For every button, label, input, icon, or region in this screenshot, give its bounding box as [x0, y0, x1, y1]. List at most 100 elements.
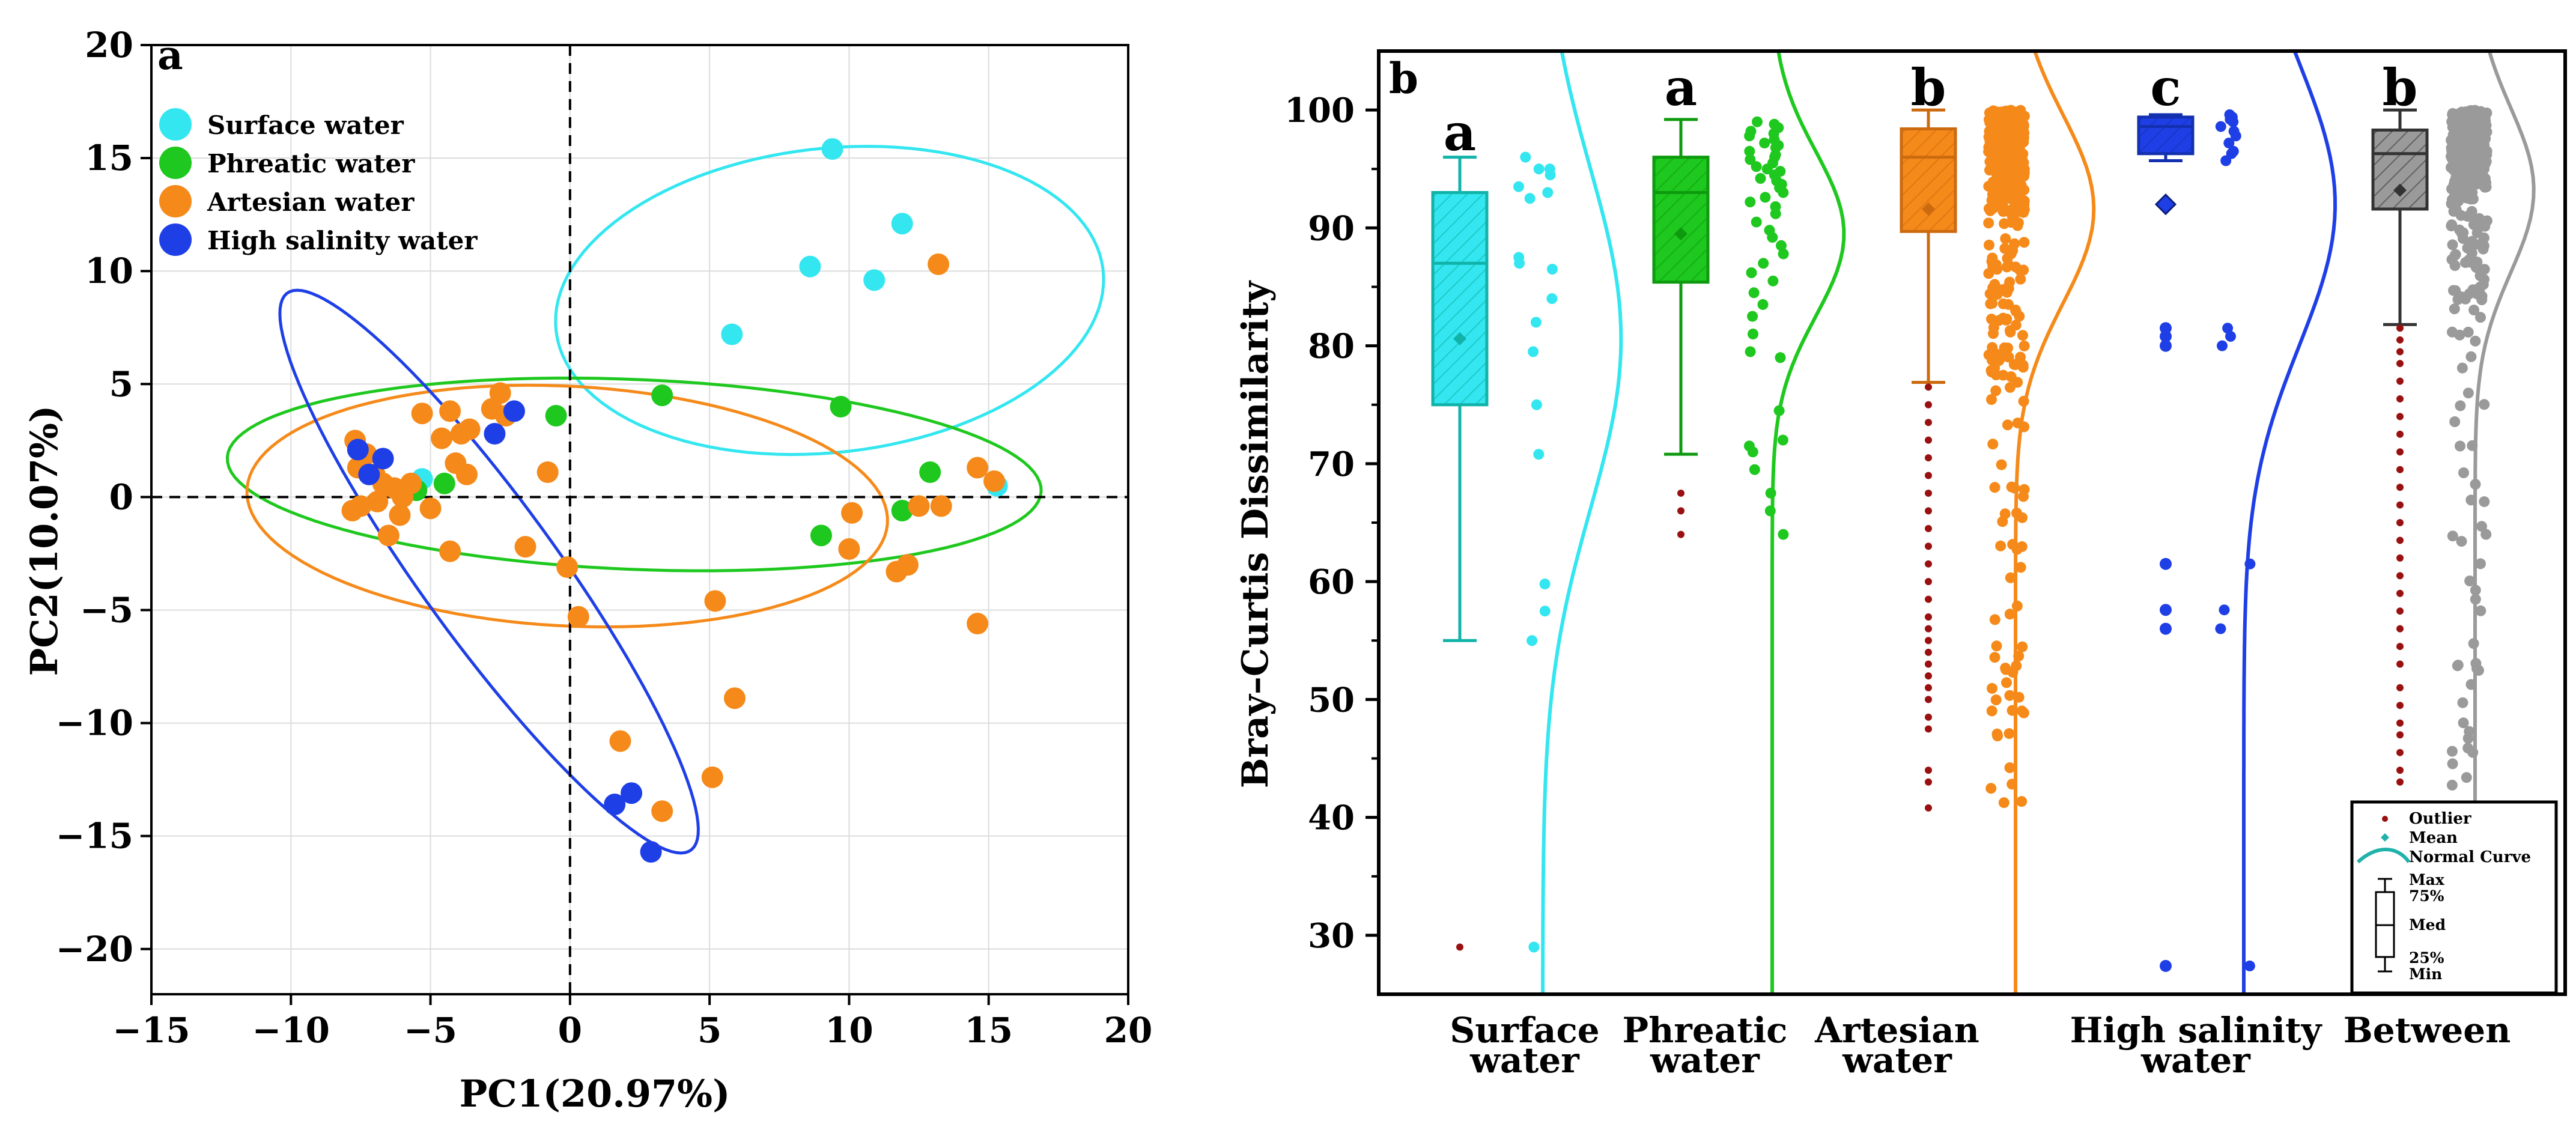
box-hatch: [1659, 233, 1707, 282]
data-point-surface: [1514, 258, 1525, 269]
data-point-phreatic: [1747, 311, 1758, 322]
point-phreatic: [891, 499, 913, 521]
x-tick-label: 20: [1104, 1010, 1153, 1051]
data-point-artesian: [2019, 127, 2030, 139]
data-point-between: [2462, 172, 2473, 183]
outlier-between: [2396, 484, 2404, 491]
data-point-artesian: [1983, 217, 1994, 229]
data-point-artesian: [2019, 195, 2030, 207]
point-high_salinity: [358, 463, 380, 485]
data-point-between: [2446, 779, 2458, 791]
point-artesian: [389, 504, 411, 526]
y-tick-label: −20: [56, 929, 133, 970]
data-point-phreatic: [1767, 232, 1778, 243]
mean-marker-artesian: [1922, 202, 1935, 216]
data-point-phreatic: [1778, 187, 1789, 198]
data-point-between: [2471, 125, 2482, 136]
box-hatch: [2184, 146, 2192, 154]
legend-label-high_salinity: High salinity water: [207, 226, 478, 255]
data-point-artesian: [2017, 330, 2028, 341]
point-artesian: [366, 490, 389, 512]
x-tick-label: −15: [112, 1010, 190, 1051]
y-tick-label: −10: [56, 703, 133, 744]
box-hatch: [1901, 129, 1922, 150]
data-point-between: [2468, 114, 2479, 125]
legend-median-label: Med: [2409, 916, 2446, 934]
data-point-high_salinity: [2222, 323, 2234, 334]
data-point-artesian: [1997, 369, 2009, 381]
data-point-between: [2446, 116, 2458, 127]
point-artesian: [431, 427, 453, 449]
y-tick-label: 30: [1308, 916, 1355, 956]
data-point-between: [2456, 362, 2468, 374]
outlier-high_salinity: [2160, 557, 2172, 570]
data-point-phreatic: [1770, 208, 1781, 219]
data-point-artesian: [1996, 459, 2007, 470]
point-artesian: [908, 495, 930, 517]
point-high_salinity: [347, 439, 369, 461]
outlier-between: [2396, 702, 2404, 709]
data-point-artesian: [1991, 728, 2003, 740]
pca-panel: −15 −10 −5 0 5 10 15 20 −20 −15 −10 −5 0 5 10 15 20 a Su…: [22, 25, 1152, 1116]
outlier-between: [2396, 589, 2404, 597]
outlier-between: [2396, 413, 2404, 421]
point-phreatic: [433, 472, 455, 494]
data-point-artesian: [2000, 314, 2012, 326]
x-tick-label: 5: [697, 1010, 721, 1051]
box-hatch: [2372, 130, 2378, 136]
mean-marker-between: [2393, 183, 2407, 197]
outlier-artesian: [1925, 419, 1932, 427]
data-point-artesian: [1998, 797, 2009, 809]
data-point-artesian: [2013, 651, 2025, 661]
data-point-artesian: [1985, 298, 1996, 309]
normal-curve-high_salinity: [2242, 50, 2338, 994]
data-point-between: [2470, 335, 2481, 347]
x-tick-label: −10: [252, 1010, 330, 1051]
data-point-high_salinity: [2223, 138, 2235, 149]
data-point-between: [2472, 222, 2483, 234]
x-tick-label: −5: [404, 1010, 457, 1051]
x-tick-label: 10: [825, 1010, 873, 1051]
y-tick-label: 70: [1308, 445, 1355, 484]
point-high_salinity: [604, 794, 626, 815]
outlier-high_salinity: [2160, 330, 2172, 342]
outlier-phreatic: [1677, 507, 1684, 515]
legend-outlier-label: Outlier: [2409, 810, 2471, 828]
outlier-artesian: [1925, 648, 1932, 656]
data-point-artesian: [2005, 326, 2016, 338]
data-point-between: [2448, 205, 2459, 217]
box-hatch: [1690, 264, 1707, 282]
data-point-between: [2473, 264, 2485, 275]
data-point-between: [2466, 205, 2477, 217]
data-point-high_salinity: [2244, 960, 2255, 971]
point-artesian: [723, 687, 746, 709]
data-point-artesian: [1986, 394, 1997, 405]
data-point-between: [2467, 747, 2479, 758]
outlier-artesian: [1925, 778, 1932, 786]
point-phreatic: [810, 524, 832, 547]
category-label-high_salinity-line2: water: [2140, 1040, 2251, 1081]
data-point-phreatic: [1777, 434, 1788, 446]
data-point-high_salinity: [2230, 130, 2241, 142]
data-point-phreatic: [1764, 505, 1776, 517]
point-artesian: [838, 538, 860, 560]
legend-marker-phreatic: [159, 147, 192, 179]
box-hatch: [1432, 193, 1453, 214]
data-point-phreatic: [1773, 405, 1785, 416]
box-plots: [1431, 108, 2429, 972]
y-tick-label: 60: [1308, 562, 1355, 602]
point-high_salinity: [503, 400, 525, 422]
point-artesian: [455, 463, 478, 485]
jitter-points: [1513, 105, 2492, 971]
data-point-artesian: [2014, 356, 2025, 368]
data-point-between: [2452, 660, 2464, 671]
data-point-between: [2447, 239, 2458, 251]
significance-letters: aa b c b: [1444, 58, 2418, 162]
data-point-artesian: [2000, 233, 2011, 245]
outlier-between: [2396, 643, 2404, 651]
data-point-artesian: [1987, 252, 1998, 264]
box-phreatic: [1652, 156, 1710, 284]
category-label-surface: Surface: [1450, 1010, 1599, 1051]
data-point-between: [2478, 232, 2489, 243]
